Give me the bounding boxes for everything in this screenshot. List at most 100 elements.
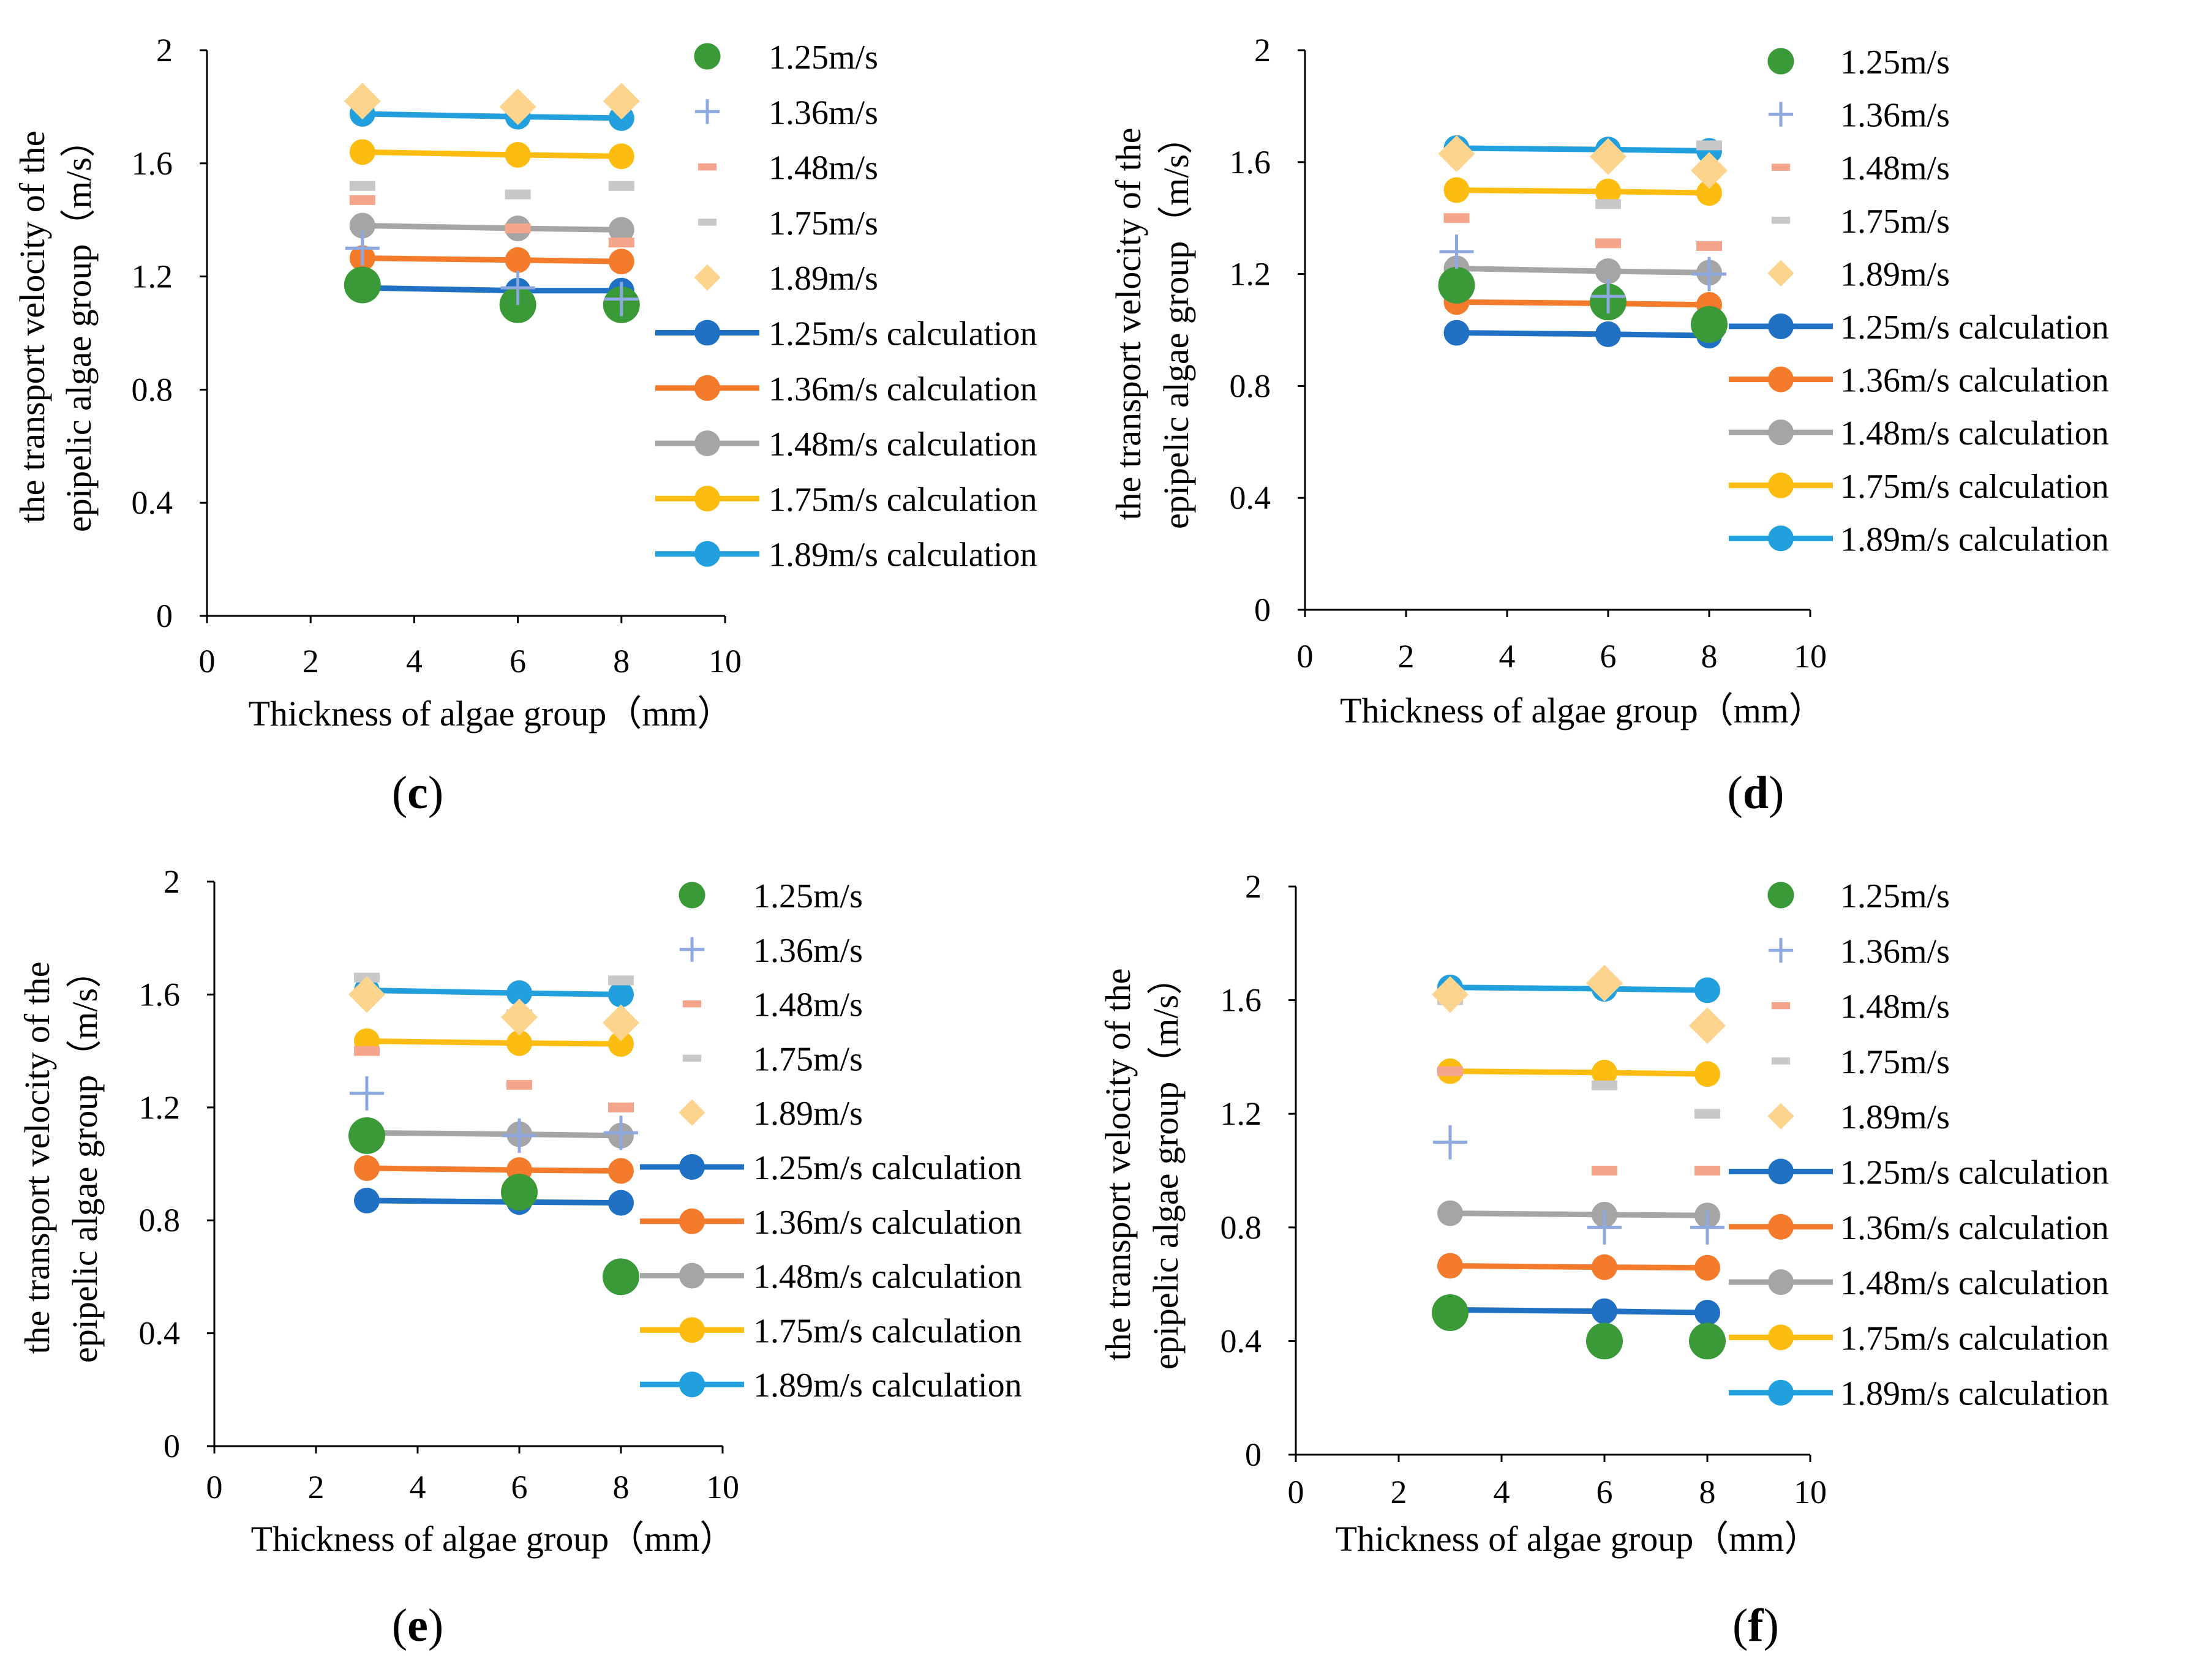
legend-label: 1.48m/s calculation (769, 426, 1037, 463)
legend: 1.25m/s 1.36m/s 1.48m/s 1.75m/s 1.89m/s 1.25m… (640, 877, 1022, 1404)
legend-marker-swatch (1768, 1324, 1794, 1351)
x-tick-label: 0 (199, 643, 216, 680)
x-tick-label: 0 (206, 1469, 223, 1506)
legend-label: 1.89m/s calculation (1840, 1375, 2109, 1413)
data-point (608, 249, 634, 275)
x-tick-label: 10 (1794, 1474, 1827, 1510)
series-line (1450, 1307, 1708, 1316)
series-125ms (348, 1117, 639, 1296)
legend-marker-swatch (694, 320, 720, 346)
data-point (603, 1258, 639, 1296)
legend-label: 1.75m/s calculation (1840, 468, 2109, 506)
legend-item: 1.48m/s (682, 986, 863, 1024)
data-point (1437, 1066, 1463, 1076)
data-point (350, 1076, 384, 1111)
legend-item: 1.36m/s calculation (1729, 362, 2109, 400)
data-point (1694, 1061, 1720, 1087)
data-point (1433, 1125, 1467, 1160)
legend-label: 1.89m/s (1840, 1098, 1950, 1136)
data-point (1694, 1109, 1720, 1119)
data-point (501, 1174, 538, 1211)
series-148ms-calculation (1437, 1200, 1720, 1229)
data-point (1592, 1298, 1617, 1324)
legend-label: 1.25m/s (1840, 877, 1950, 915)
legend-item: 1.89m/s (1767, 255, 1950, 293)
series-148ms (354, 1046, 634, 1112)
legend-item: 1.25m/s (679, 877, 863, 915)
legend-marker-swatch (1771, 1057, 1791, 1065)
legend-label: 1.25m/s calculation (1840, 1154, 2109, 1192)
y-tick-label: 0 (164, 1428, 180, 1464)
legend-item: 1.48m/s (698, 149, 878, 187)
data-point (348, 976, 385, 1013)
legend-marker-swatch (679, 1099, 705, 1126)
y-axis-title-line-1: the transport velocity of the (1098, 968, 1138, 1360)
legend-item: 1.36m/s (1768, 932, 1950, 970)
data-point (349, 181, 375, 191)
legend-item: 1.75m/s calculation (1729, 468, 2109, 506)
x-tick-label: 6 (1596, 1474, 1613, 1510)
legend-marker-swatch (679, 1371, 705, 1398)
data-point (354, 1046, 380, 1056)
data-point (354, 1187, 380, 1213)
legend-marker-swatch (694, 264, 721, 291)
series-148ms (1437, 1066, 1720, 1176)
legend-label: 1.36m/s (769, 94, 878, 132)
legend-label: 1.48m/s (753, 986, 863, 1024)
data-point (1692, 257, 1726, 291)
plot-area (348, 972, 639, 1296)
legend-marker-swatch (679, 1154, 705, 1180)
data-point (1595, 258, 1621, 285)
y-tick-label: 0 (1254, 591, 1271, 628)
series-189ms (348, 976, 639, 1041)
legend-marker-swatch (1768, 525, 1794, 552)
data-point (608, 238, 634, 248)
legend-marker-swatch (1767, 48, 1794, 75)
legend-item: 1.89m/s calculation (640, 1367, 1022, 1404)
series-175ms-calculation (1437, 1058, 1720, 1087)
y-tick-label: 2 (1245, 868, 1262, 905)
legend-marker-swatch (1767, 882, 1794, 909)
y-tick-label: 0.8 (139, 1202, 181, 1239)
x-tick-label: 2 (308, 1469, 325, 1506)
legend-marker-swatch (1768, 313, 1794, 339)
legend-item: 1.36m/s calculation (640, 1204, 1022, 1242)
legend-marker-swatch (679, 937, 705, 962)
x-tick-label: 4 (406, 643, 423, 680)
y-axis-title-line-1: the transport velocity of the (12, 130, 52, 523)
legend-item: 1.89m/s calculation (1729, 1375, 2109, 1413)
data-point (1443, 177, 1470, 203)
legend-label: 1.36m/s calculation (769, 370, 1037, 408)
legend-label: 1.89m/s calculation (769, 536, 1037, 574)
panel-label-e: (e) (392, 1600, 443, 1651)
x-axis-title: Thickness of algae group（mm） (251, 1519, 735, 1559)
x-tick-label: 6 (510, 643, 526, 680)
legend-label: 1.89m/s (769, 260, 878, 298)
data-point (1694, 1254, 1720, 1281)
y-tick-label: 2 (164, 863, 180, 900)
y-tick-label: 0.4 (1230, 479, 1271, 516)
data-point (608, 181, 634, 191)
x-axis-title: Thickness of algae group（mm） (1340, 691, 1824, 730)
x-tick-label: 8 (1701, 638, 1718, 675)
data-point (603, 83, 640, 120)
data-point (604, 1116, 638, 1150)
legend-label: 1.25m/s calculation (1840, 309, 2109, 347)
legend-marker-swatch (1771, 163, 1791, 171)
data-point (344, 266, 381, 304)
legend-label: 1.36m/s (1840, 97, 1950, 135)
legend-item: 1.25m/s calculation (655, 315, 1037, 353)
data-point (1432, 976, 1469, 1013)
legend-item: 1.75m/s (1771, 203, 1950, 241)
data-point (1587, 1210, 1622, 1245)
legend-label: 1.36m/s calculation (1840, 362, 2109, 400)
data-point (608, 217, 634, 243)
x-tick-label: 2 (1391, 1474, 1407, 1510)
legend-marker-swatch (1768, 472, 1794, 498)
series-136ms (1439, 234, 1726, 314)
legend-marker-swatch (694, 486, 720, 512)
data-point (1595, 178, 1621, 204)
legend-marker-swatch (682, 1054, 702, 1062)
x-tick-label: 10 (709, 643, 742, 680)
